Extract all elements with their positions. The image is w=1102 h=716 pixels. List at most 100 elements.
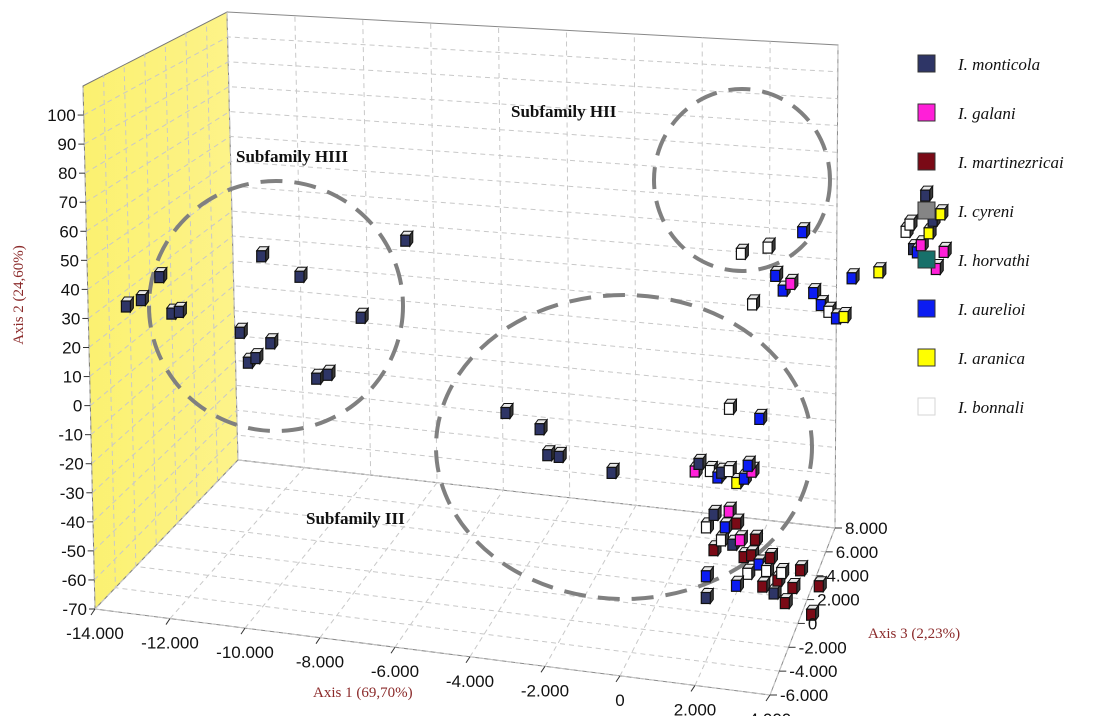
data-point [399,229,414,248]
grid-line-y [88,235,837,348]
data-point-face [785,277,796,290]
x-tick-mark [465,656,471,664]
y-tick-label: -50 [61,542,86,561]
grid-line-z [185,33,817,577]
x-tick-mark [615,675,621,683]
legend-label: I. aranica [957,349,1025,368]
data-point-face [500,406,511,420]
z-tick-label: 0 [808,614,817,633]
data-point [730,574,745,593]
data-point-face [700,591,711,605]
x-tick-mark [90,608,96,616]
grid-line-z [123,64,789,648]
data-point [700,565,715,584]
legend-label: I. horvathi [957,251,1030,270]
y-tick-label: 10 [63,368,82,387]
data-point-face [742,459,753,472]
z-tick-label: 4.000 [826,567,869,586]
y-tick-label: -70 [62,600,87,619]
data-point [764,547,779,565]
data-point-face [746,298,758,311]
data-point-face [730,579,742,592]
y-tick-label: -10 [58,426,83,445]
data-point [234,321,249,340]
y-tick-label: 60 [59,222,78,241]
y-tick-label: -40 [60,513,85,532]
data-point-face [693,457,704,470]
x-axis-title: Axis 1 (69,70%) [313,685,413,701]
data-point-face [250,352,261,365]
data-point [355,306,370,325]
data-point [784,272,799,291]
data-point-face [742,567,753,580]
grid-line-y [92,384,836,523]
data-point [838,306,853,324]
z-tick-label: -6.000 [780,686,828,705]
data-point [294,265,308,284]
x-tick-mark [540,666,546,673]
data-point [730,512,745,531]
grid-line-y [87,185,837,290]
data-point [904,213,918,232]
data-point [813,575,828,594]
z-tick-label: 2.000 [817,591,860,610]
legend-label: I. galani [957,104,1016,123]
y-tick-label: 40 [61,280,80,299]
grid-line-x [469,30,571,658]
cluster-label-subfamily-iii: Subfamily III [306,509,405,528]
data-point [796,221,811,240]
legend-swatch [917,54,936,73]
data-point-face [813,580,824,593]
data-point-face [355,311,366,324]
x-axis-ticks: -14.000 -12.000 -10.000 -8.000 -6.000 -4.000 -… [66,608,791,716]
grid-line-x [244,19,372,629]
cluster-ellipse-subfamily-hiii [147,179,405,433]
data-point-face [542,449,553,462]
x-tick-mark [690,685,696,692]
data-point-face [797,226,808,239]
grid-line-z [164,43,808,601]
data-point [762,236,777,255]
x-tick-label: -6.000 [371,662,419,681]
data-point-face [930,262,941,276]
data-point-face [915,239,926,252]
data-point [153,266,168,285]
z-tick-label: 8.000 [845,519,888,538]
z-tick-label: 6.000 [836,543,879,562]
legend-label: I. aurelioi [957,300,1026,319]
x-tick-mark [165,618,171,625]
plot-box [82,11,839,696]
data-point [769,264,784,283]
y-tick-label: 70 [59,193,78,212]
data-point [500,402,514,420]
data-point [919,184,934,203]
data-point [541,444,556,463]
data-point [135,289,150,308]
data-point [719,516,734,535]
legend-label: I. monticola [957,55,1040,74]
data-point-face [808,287,819,300]
data-point-face [311,372,322,385]
data-point [723,500,738,519]
data-point-face [764,551,776,565]
data-point-face [173,305,184,318]
legend-label: I. cyreni [957,202,1014,221]
data-point-face [779,596,790,610]
data-point-face [762,241,773,254]
data-point [700,587,715,605]
data-point [723,460,738,479]
data-point-face [734,534,746,547]
data-point-face [754,412,765,425]
data-point-face [777,284,788,297]
data-point [723,397,738,416]
data-point [553,445,568,464]
data-point [734,529,749,548]
data-point-face [322,368,333,381]
data-point [794,559,809,578]
data-point-face [723,505,734,518]
cluster-ellipses [147,87,832,601]
data-point-face [294,270,305,283]
data-point-face [873,266,884,279]
legend-swatch [917,250,936,269]
data-point-face [838,310,849,324]
